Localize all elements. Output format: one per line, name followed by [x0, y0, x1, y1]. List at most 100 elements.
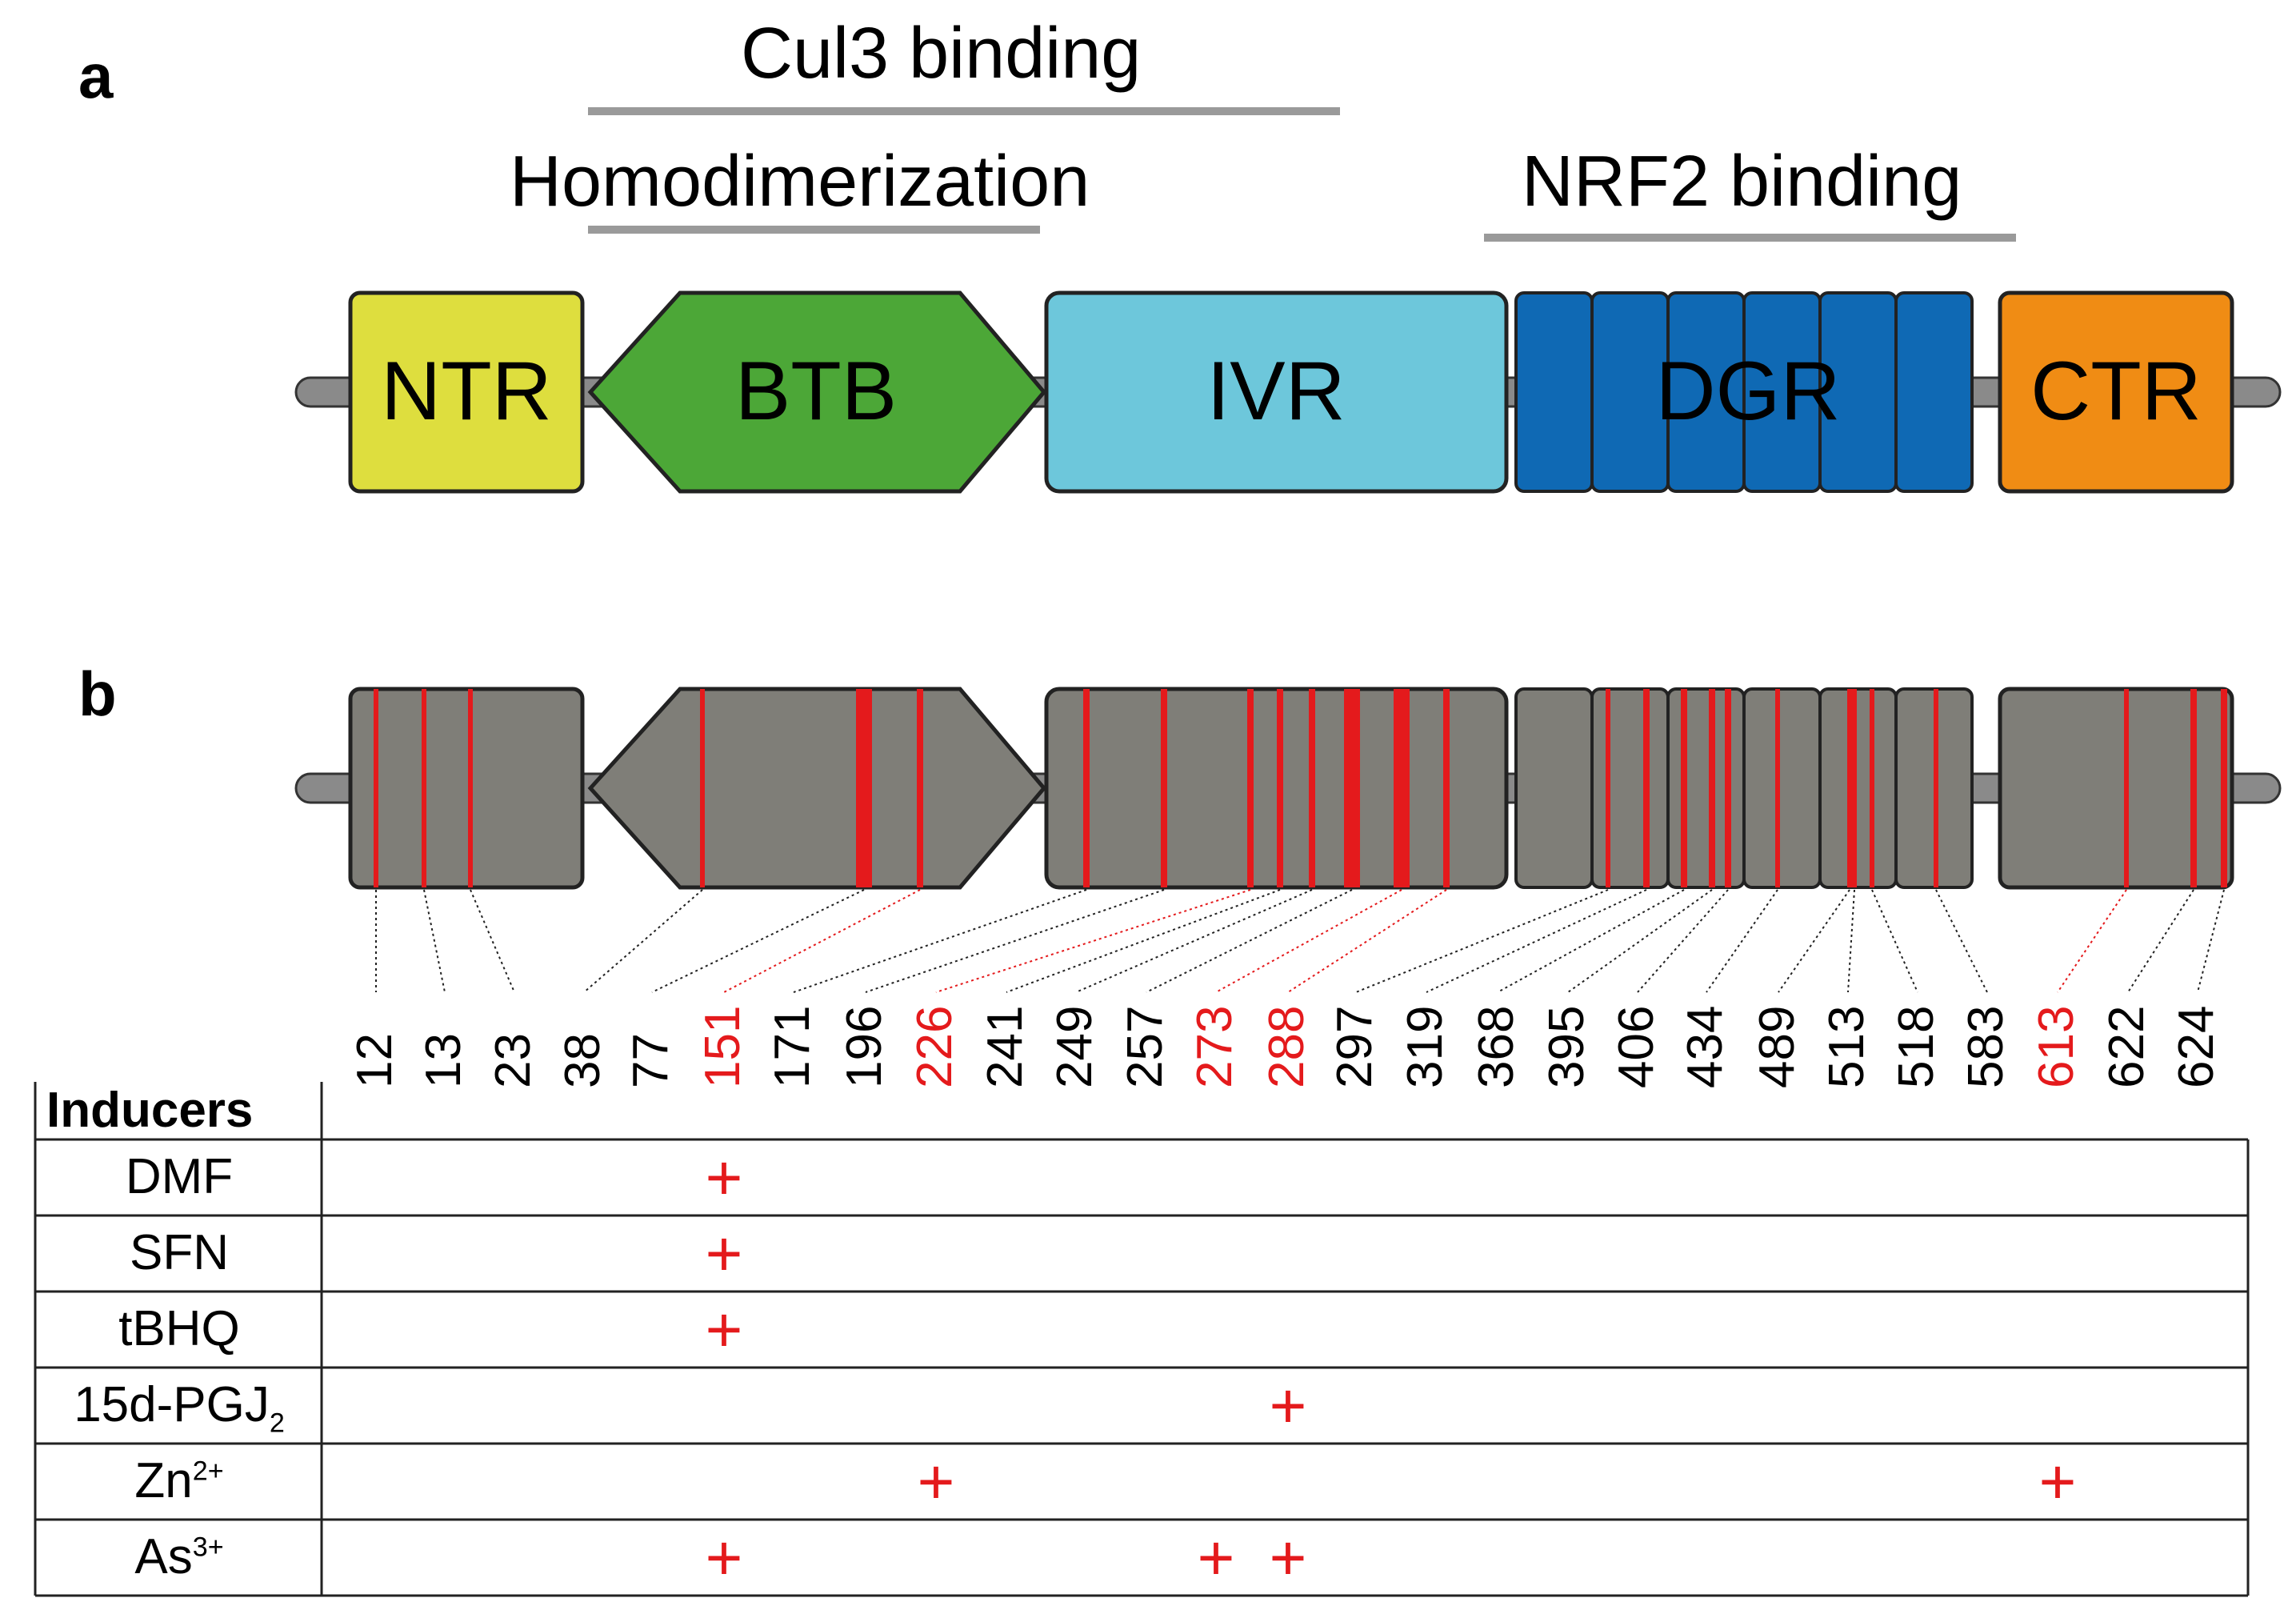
- connector-434: [1706, 889, 1778, 993]
- residue-tick-257: 257: [1118, 1005, 1173, 1088]
- panel-a-label: a: [78, 41, 114, 111]
- residue-mark-368: [1681, 689, 1687, 887]
- residue-mark-12: [374, 689, 378, 887]
- residue-mark-257: [1344, 689, 1360, 887]
- residue-tick-513: 513: [1819, 1005, 1874, 1088]
- connector-583: [1935, 889, 1988, 993]
- connector-297: [1355, 889, 1609, 993]
- residue-mark-273: [1394, 689, 1410, 887]
- residue-mark-513: [1852, 689, 1857, 887]
- residue-mark-226: [1247, 689, 1254, 887]
- panel-a-ivr: [1044, 290, 1509, 494]
- domain-dgr-label: DGR: [1655, 345, 1841, 438]
- residue-mark-613: [2124, 689, 2129, 887]
- panel-a-dgr-blade: [1894, 291, 1974, 493]
- connector-226: [935, 889, 1251, 993]
- connector-395: [1567, 889, 1713, 993]
- panel-b-btb: [587, 687, 1047, 890]
- plus-mark-as-288: +: [1269, 1521, 1307, 1593]
- residue-mark-77: [856, 689, 872, 887]
- panel-a-domain-bar: [294, 107, 2282, 494]
- residue-tick-38: 38: [555, 1033, 610, 1088]
- plus-mark-sfn-151: +: [705, 1217, 743, 1289]
- connector-518: [1871, 889, 1918, 993]
- domain-ntr-label: NTR: [381, 345, 552, 438]
- connector-171: [793, 889, 1087, 993]
- inducer-superscript: 2+: [192, 1455, 224, 1486]
- residue-tick-241: 241: [978, 1005, 1033, 1088]
- residue-tick-406: 406: [1609, 1005, 1664, 1088]
- panel-b-dgr-blade: [1818, 687, 1898, 889]
- residue-mark-196: [1161, 689, 1167, 887]
- connector-241: [1006, 889, 1281, 993]
- plus-mark-tbhq-151: +: [705, 1293, 743, 1365]
- connector-13: [423, 889, 446, 993]
- homodimerization-label: Homodimerization: [510, 142, 1090, 222]
- plus-mark-zn-613: +: [2038, 1445, 2077, 1517]
- connector-257: [1146, 889, 1353, 993]
- connector-368: [1497, 889, 1685, 993]
- residue-tick-434: 434: [1678, 1005, 1733, 1088]
- connector-77: [651, 889, 865, 993]
- residue-tick-77: 77: [623, 1033, 678, 1088]
- inducer-name: SFN: [130, 1224, 229, 1280]
- inducer-table-grid: [34, 1082, 2250, 1597]
- residue-connector-lines: [375, 889, 2225, 993]
- residue-mark-583: [1934, 689, 1938, 887]
- inducer-name: As: [134, 1528, 193, 1584]
- panel-b-dgr-blade: [1590, 687, 1670, 889]
- panel-b-dgr-blade: [1514, 687, 1594, 889]
- residue-tick-273: 273: [1187, 1005, 1242, 1088]
- residue-tick-613: 613: [2029, 1005, 2084, 1088]
- connector-151: [723, 889, 921, 993]
- residue-mark-395: [1709, 689, 1715, 887]
- connector-613: [2057, 889, 2127, 993]
- panel-b-domain-bar: [294, 687, 2282, 890]
- residue-mark-13: [422, 689, 426, 887]
- residue-tick-171: 171: [765, 1005, 820, 1088]
- residue-tick-297: 297: [1327, 1005, 1382, 1088]
- inducer-subscript: 2: [269, 1407, 285, 1438]
- residue-tick-395: 395: [1539, 1005, 1594, 1088]
- connector-23: [470, 889, 515, 993]
- residue-tick-196: 196: [837, 1005, 892, 1088]
- residue-mark-624: [2221, 689, 2227, 887]
- panel-b-dgr-blade: [1742, 687, 1822, 889]
- panel-b-label: b: [78, 659, 117, 729]
- residue-tick-23: 23: [486, 1033, 541, 1088]
- residue-tick-249: 249: [1047, 1005, 1102, 1088]
- plus-mark-as-151: +: [705, 1521, 743, 1593]
- inducer-label-sfn: SFN: [35, 1228, 323, 1278]
- connector-622: [2127, 889, 2194, 993]
- connector-273: [1215, 889, 1402, 993]
- domain-btb-label: BTB: [734, 345, 898, 438]
- connector-489: [1778, 889, 1850, 993]
- residue-mark-249: [1309, 689, 1315, 887]
- residue-tick-368: 368: [1469, 1005, 1524, 1088]
- connector-513: [1847, 889, 1855, 993]
- inducer-name: 15d-PGJ: [74, 1376, 270, 1432]
- residue-tick-518: 518: [1889, 1005, 1944, 1088]
- panel-b-ntr: [348, 687, 585, 890]
- residue-mark-288: [1443, 689, 1450, 887]
- connector-38: [583, 889, 703, 993]
- residue-tick-13: 13: [416, 1033, 471, 1088]
- panel-a-ctr: [1998, 290, 2234, 494]
- residue-tick-489: 489: [1750, 1005, 1805, 1088]
- residue-mark-171: [1083, 689, 1090, 887]
- residue-mark-23: [468, 689, 473, 887]
- connector-319: [1426, 889, 1647, 993]
- inducer-name: DMF: [125, 1148, 234, 1204]
- inducer-label-zn: Zn2+: [35, 1456, 323, 1506]
- residue-tick-583: 583: [1958, 1005, 2014, 1088]
- plus-mark-dmf-151: +: [705, 1141, 743, 1213]
- residue-mark-38: [700, 689, 705, 887]
- inducer-superscript: 3+: [192, 1531, 224, 1562]
- residue-tick-151: 151: [695, 1005, 750, 1088]
- residue-tick-226: 226: [907, 1005, 962, 1088]
- residue-tick-622: 622: [2099, 1005, 2154, 1088]
- residue-mark-434: [1775, 689, 1780, 887]
- inducer-name: Zn: [134, 1452, 193, 1508]
- residue-mark-622: [2190, 689, 2197, 887]
